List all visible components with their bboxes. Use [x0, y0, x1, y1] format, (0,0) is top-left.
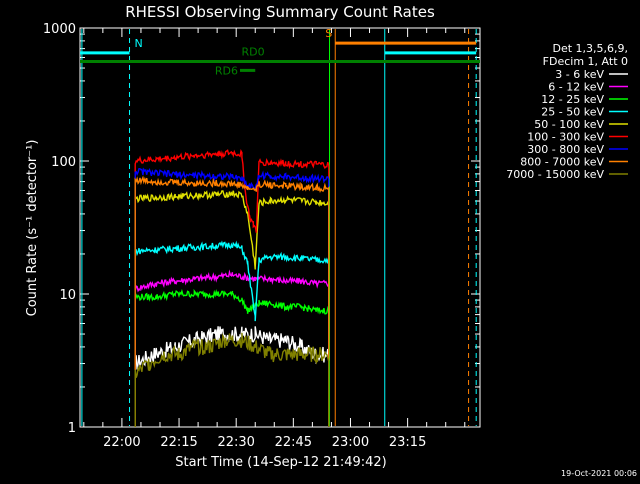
event-bar-label: RD6: [215, 64, 238, 77]
event-bar-label: N: [135, 37, 143, 50]
y-tick-label: 1: [68, 421, 76, 436]
series-line: [134, 190, 330, 427]
x-tick-label: 22:00: [103, 435, 140, 450]
x-axis-label: Start Time (14-Sep-12 21:49:42): [175, 455, 386, 470]
series-line: [134, 240, 330, 427]
series-line: [134, 167, 330, 427]
plot-frame: [79, 27, 481, 428]
y-tick-label: 100: [51, 155, 76, 170]
plot-area: 1 10 100 1000 22:00 22:15 22:30 22:45 23:00 23:15…: [43, 22, 481, 450]
series-line: [134, 175, 330, 427]
y-tick-label: 10: [59, 288, 76, 303]
footer-timestamp: 19-Oct-2021 00:06: [561, 469, 637, 478]
legend-entry-label: 7000 - 15000 keV: [506, 168, 604, 181]
y-tick-label: 1000: [43, 22, 76, 37]
x-tick-label: 23:00: [332, 435, 369, 450]
legend-entry-label: 3 - 6 keV: [555, 68, 604, 81]
event-bar-label: S: [325, 27, 332, 40]
event-bar-label: RD0: [242, 45, 265, 58]
series-line: [134, 332, 330, 427]
legend-entry-label: 300 - 800 keV: [527, 143, 604, 156]
series-line: [134, 288, 330, 427]
chart-title: RHESSI Observing Summary Count Rates: [125, 3, 435, 21]
legend-entry-label: 100 - 300 keV: [527, 131, 604, 144]
legend-entry-label: 12 - 25 keV: [541, 93, 604, 106]
y-axis-label: Count Rate (s⁻¹ detector⁻¹): [25, 140, 40, 317]
legend: Det 1,3,5,6,9,FDecim 1, Att 03 - 6 keV6 …: [506, 42, 628, 181]
series-line: [134, 269, 330, 427]
legend-entry-label: 50 - 100 keV: [534, 118, 604, 131]
legend-header: FDecim 1, Att 0: [543, 55, 628, 68]
x-tick-label: 22:45: [275, 435, 312, 450]
legend-entry-label: 6 - 12 keV: [548, 81, 604, 94]
legend-entry-label: 800 - 7000 keV: [520, 156, 604, 169]
series-line: [134, 148, 330, 427]
legend-header: Det 1,3,5,6,9,: [552, 42, 628, 55]
x-tick-label: 22:30: [217, 435, 254, 450]
x-tick-label: 23:15: [389, 435, 426, 450]
legend-entry-label: 25 - 50 keV: [541, 106, 604, 119]
x-tick-label: 22:15: [160, 435, 197, 450]
